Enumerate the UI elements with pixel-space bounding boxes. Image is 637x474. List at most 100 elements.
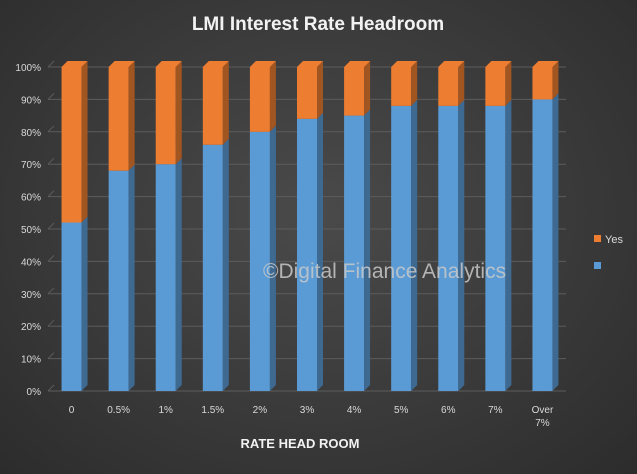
bar-side xyxy=(458,61,465,106)
legend: Yes xyxy=(594,234,623,269)
bar-face xyxy=(532,67,553,100)
y-tick-label: 80% xyxy=(21,128,41,139)
bar-top xyxy=(108,61,135,67)
x-tick-label: 4% xyxy=(347,405,362,416)
bar-side xyxy=(222,61,229,145)
bar-segment xyxy=(297,61,323,119)
bar-segment xyxy=(391,61,418,106)
bar-segment xyxy=(438,61,465,106)
bar-top xyxy=(344,61,371,67)
bar-top xyxy=(61,61,88,67)
bar-side xyxy=(505,99,512,391)
bar-top xyxy=(532,61,559,67)
bar-face xyxy=(344,115,365,391)
x-tick-label: 2% xyxy=(253,405,268,416)
bar-face xyxy=(202,67,223,145)
gridline-depth xyxy=(47,60,55,68)
bar-face xyxy=(155,67,176,165)
bar-side xyxy=(128,164,135,391)
bar-side xyxy=(411,61,418,106)
bar-face xyxy=(344,67,365,116)
bar-face xyxy=(108,67,129,171)
bar-top xyxy=(155,61,182,67)
bar-segment xyxy=(108,164,135,391)
bar-face xyxy=(485,67,506,106)
x-tick-label: 3% xyxy=(300,405,315,416)
x-axis-title: RATE HEAD ROOM xyxy=(241,436,360,451)
bar-segment xyxy=(485,99,512,391)
x-tick-label: Over 7% xyxy=(532,405,554,429)
bar-segment xyxy=(61,61,88,223)
bar-segment xyxy=(485,61,512,106)
bar-top xyxy=(297,61,323,67)
y-tick-label: 30% xyxy=(21,290,41,301)
y-tick-label: 70% xyxy=(21,160,41,171)
bar-segment xyxy=(438,99,465,391)
watermark-annotation: ©Digital Finance Analytics xyxy=(263,260,506,283)
bar-face xyxy=(485,105,506,391)
x-tick-label: 6% xyxy=(441,405,456,416)
y-tick-label: 50% xyxy=(21,225,41,236)
legend-label: Yes xyxy=(605,234,623,246)
legend-swatch xyxy=(594,262,601,269)
x-tick-label: 0.5% xyxy=(107,405,130,416)
bar-side xyxy=(411,99,418,391)
bar-segment xyxy=(532,93,559,392)
y-tick-label: 100% xyxy=(15,63,41,74)
bar-segment xyxy=(249,125,276,392)
y-tick-label: 40% xyxy=(21,257,41,268)
bar-face xyxy=(391,105,412,391)
bar-segment xyxy=(344,61,371,116)
bar-face xyxy=(61,222,82,391)
x-tick-label: 5% xyxy=(394,405,409,416)
gridline-depth xyxy=(47,384,55,392)
x-axis-ticks: 0 0.5% 1% 1.5% 2% 3% 4% 5% 6% 7% Over 7% xyxy=(69,405,554,429)
bar-side xyxy=(269,61,276,132)
bar-face xyxy=(61,67,82,223)
bar-side xyxy=(552,93,559,392)
bar-segment xyxy=(391,99,418,391)
x-tick-label: 1.5% xyxy=(201,405,224,416)
bar-side xyxy=(505,61,512,106)
bar-side xyxy=(364,61,371,116)
bar-top xyxy=(249,61,276,67)
gridline-depth xyxy=(47,93,55,100)
bars xyxy=(61,61,559,392)
bar-side xyxy=(317,112,323,391)
bar-face xyxy=(532,99,553,392)
bar-face xyxy=(249,67,270,132)
y-axis-ticks: 0% 10% 20% 30% 40% 50% 60% 70% 80% 90% 100% xyxy=(15,63,41,398)
gridline-depth xyxy=(47,319,55,327)
bar-face xyxy=(438,67,459,106)
bar-side xyxy=(364,109,371,391)
gridline-depth xyxy=(47,157,55,165)
bar-segment xyxy=(61,216,88,391)
y-tick-label: 0% xyxy=(27,387,42,398)
gridline-depth xyxy=(47,222,55,230)
bar-top xyxy=(485,61,512,67)
bar-segment xyxy=(108,61,135,171)
y-tick-label: 20% xyxy=(21,322,41,333)
bar-side xyxy=(269,125,276,392)
x-tick-label: 1% xyxy=(159,405,174,416)
bar-side xyxy=(175,61,182,165)
bar-segment xyxy=(249,61,276,132)
bar-segment xyxy=(532,61,559,100)
x-tick-label: 7% xyxy=(488,405,503,416)
bar-side xyxy=(81,216,88,391)
bar-segment xyxy=(202,138,229,391)
bar-face xyxy=(108,170,129,391)
bar-side xyxy=(222,138,229,391)
bar-segment xyxy=(155,61,182,165)
gridline-depth xyxy=(47,287,55,295)
bar-side xyxy=(552,61,559,100)
y-tick-label: 10% xyxy=(21,355,41,366)
legend-swatch xyxy=(594,235,601,242)
chart-title: LMI Interest Rate Headroom xyxy=(192,14,444,35)
bar-face xyxy=(438,105,459,391)
bar-face xyxy=(391,67,412,106)
gridline-depth xyxy=(47,190,55,197)
x-tick-label: 0 xyxy=(69,405,75,416)
bar-top xyxy=(438,61,465,67)
